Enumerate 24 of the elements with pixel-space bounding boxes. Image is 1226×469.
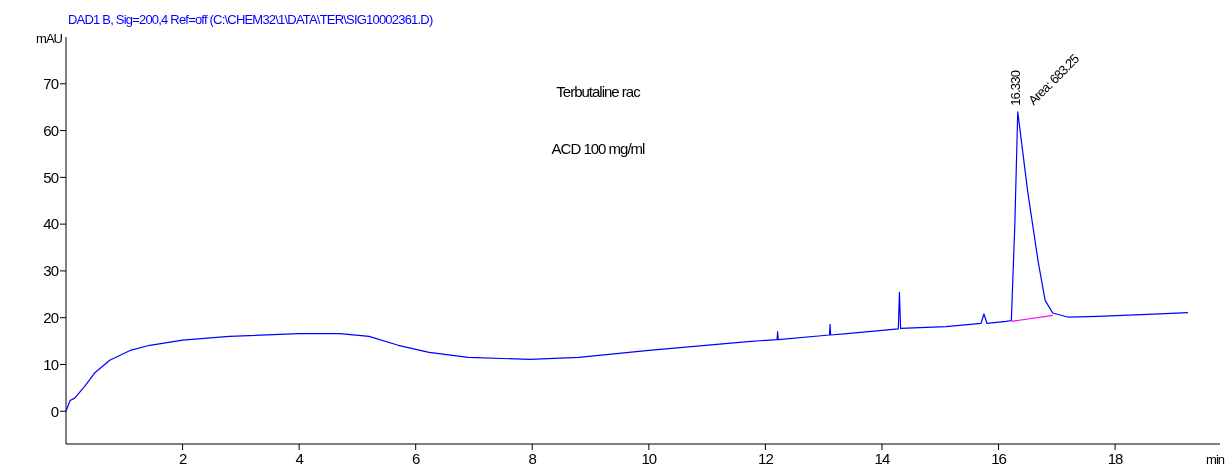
x-tick-label: 10: [641, 450, 657, 467]
x-tick-label: 16: [991, 450, 1007, 467]
y-tick-label: 50: [43, 168, 59, 186]
annotation: ACD 100 mg/ml: [551, 140, 646, 157]
chart-title: DAD1 B, Sig=200,4 Ref=off (C:\CHEM32\1\DATA\TER\SIG10002361.D): [68, 12, 433, 27]
line-series: [65, 111, 1189, 412]
y-tick-label: 70: [43, 75, 59, 93]
x-tick-label: 6: [412, 450, 421, 467]
annotation: 16.330: [1007, 70, 1023, 106]
y-tick-label: 60: [43, 121, 59, 139]
x-tick-label: 12: [758, 450, 774, 467]
y-tick-label: 30: [43, 262, 59, 280]
y-tick-label: 0: [50, 402, 59, 420]
y-tick-label: 40: [43, 215, 59, 233]
x-tick-label: 18: [1107, 450, 1124, 467]
y-axis-title: mAU: [36, 31, 63, 46]
x-tick-label: 8: [528, 450, 537, 467]
annotation: Terbutaline rac: [556, 83, 642, 100]
x-tick-label: 2: [178, 450, 187, 467]
x-tick-label: 14: [874, 450, 890, 467]
y-tick-label: 20: [43, 308, 59, 326]
x-tick-label: 4: [295, 450, 304, 467]
y-tick-label: 10: [43, 355, 59, 373]
x-axis-title: min: [1206, 452, 1225, 467]
